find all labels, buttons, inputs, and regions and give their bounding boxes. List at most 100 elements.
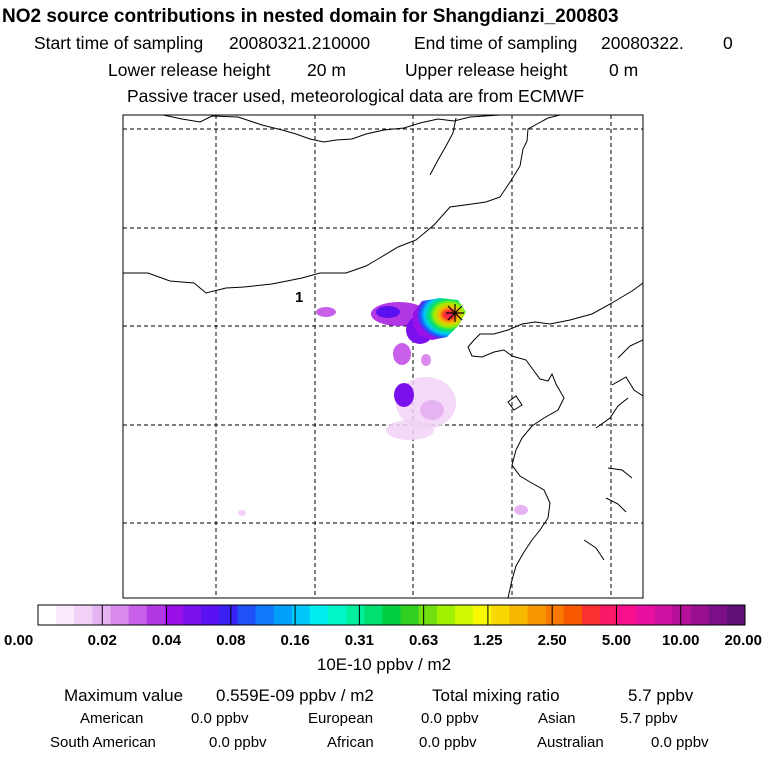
colorbar-swatch — [309, 605, 329, 625]
upper-release-label: Upper release height — [405, 60, 568, 80]
colorbar-swatch — [726, 605, 746, 625]
plume-mid — [376, 306, 400, 318]
country-border — [162, 115, 501, 143]
plume-core — [413, 298, 466, 340]
colorbar-swatch — [346, 605, 365, 625]
colorbar-swatch — [618, 605, 637, 625]
colorbar-swatch — [38, 605, 57, 625]
colorbar-swatch — [400, 605, 419, 625]
colorbar-swatch — [146, 605, 166, 625]
colorbar-label: 2.50 — [537, 632, 567, 649]
max-value-label: Maximum value — [64, 686, 184, 705]
colorbar — [37, 604, 746, 626]
site-number-label: 1 — [295, 289, 303, 306]
colorbar-swatch — [672, 605, 691, 625]
coastline — [617, 339, 643, 359]
lower-release-label: Lower release height — [108, 60, 271, 80]
coastline — [467, 282, 643, 598]
plot-title: NO2 source contributions in nested domai… — [2, 6, 619, 27]
coastline — [607, 467, 633, 479]
lower-release-value: 20 m — [307, 60, 346, 80]
colorbar-swatch — [599, 605, 619, 625]
plume-low — [316, 307, 336, 317]
colorbar-swatch — [237, 605, 256, 625]
start-time-value: 20080321.210000 — [229, 33, 371, 53]
region-value: 0.0 ppbv — [651, 734, 709, 751]
colorbar-swatch — [418, 605, 438, 625]
colorbar-swatch — [581, 605, 601, 625]
colorbar-swatch — [219, 605, 238, 625]
colorbar-label: 10.00 — [661, 632, 700, 649]
region-value: 0.0 ppbv — [421, 710, 479, 727]
colorbar-label: 0.63 — [409, 632, 439, 649]
colorbar-swatch — [382, 605, 401, 625]
colorbar-swatch — [291, 605, 311, 625]
colorbar-swatch — [545, 605, 565, 625]
colorbar-swatch — [273, 605, 293, 625]
country-border — [429, 117, 457, 176]
region-name: South American — [50, 734, 156, 751]
colorbar-label: 0.08 — [216, 632, 246, 649]
upper-release-value: 0 m — [609, 60, 639, 80]
plume-low — [386, 420, 434, 440]
colorbar-swatch — [491, 605, 510, 625]
colorbar-swatch — [436, 605, 456, 625]
colorbar-label: 0.16 — [280, 632, 310, 649]
coastlines — [123, 115, 643, 598]
colorbar-swatch — [183, 605, 202, 625]
region-name: Australian — [537, 734, 604, 751]
max-value: 0.559E-09 ppbv / m2 — [216, 686, 374, 705]
colorbar-swatch — [563, 605, 583, 625]
region-name: European — [308, 710, 374, 727]
region-value: 0.0 ppbv — [419, 734, 477, 751]
colorbar-swatch — [201, 605, 220, 625]
region-value: 0.0 ppbv — [209, 734, 267, 751]
region-name: African — [327, 734, 374, 751]
country-border — [123, 115, 561, 294]
colorbar-label: 1.25 — [473, 632, 503, 649]
region-name: Asian — [538, 710, 576, 727]
plume-low — [420, 400, 444, 420]
star-marker — [446, 304, 464, 322]
concentration-field — [238, 298, 528, 516]
colorbar-unit: 10E-10 ppbv / m2 — [316, 655, 452, 674]
colorbar-label: 0.04 — [151, 632, 182, 649]
start-time-label: Start time of sampling — [34, 33, 204, 53]
colorbar-swatch — [473, 605, 492, 625]
total-mixing-value: 5.7 ppbv — [628, 686, 694, 705]
coastline — [507, 395, 523, 411]
plume-mid — [393, 343, 411, 365]
colorbar-swatch — [364, 605, 383, 625]
region-value: 5.7 ppbv — [620, 710, 678, 727]
coastline — [595, 397, 629, 429]
colorbar-label: 0.02 — [87, 632, 117, 649]
total-mixing-label: Total mixing ratio — [432, 686, 560, 705]
coastline — [611, 376, 643, 397]
colorbar-swatch — [164, 605, 184, 625]
colorbar-swatch — [74, 605, 93, 625]
colorbar-swatch — [690, 605, 710, 625]
plume-low — [238, 510, 246, 516]
data-note: Passive tracer used, meteorological data… — [127, 86, 585, 106]
end-time-value: 20080322. — [601, 33, 684, 53]
colorbar-swatch — [92, 605, 111, 625]
colorbar-label: 0.00 — [4, 632, 34, 649]
colorbar-label: 0.31 — [344, 632, 374, 649]
plume-low — [421, 354, 431, 366]
plume-mid — [394, 383, 414, 407]
colorbar-swatch — [527, 605, 546, 625]
colorbar-swatch — [255, 605, 274, 625]
region-value: 0.0 ppbv — [191, 710, 249, 727]
colorbar-swatch — [708, 605, 728, 625]
colorbar-label: 5.00 — [601, 632, 632, 649]
map-frame — [122, 114, 644, 599]
graticule — [123, 115, 643, 598]
coastline — [605, 497, 627, 513]
end-time-suffix: 0 — [723, 33, 733, 53]
plume-low — [514, 505, 528, 515]
colorbar-swatch — [128, 605, 148, 625]
colorbar-swatch — [509, 605, 528, 625]
colorbar-swatch — [328, 605, 347, 625]
colorbar-swatch — [110, 605, 129, 625]
